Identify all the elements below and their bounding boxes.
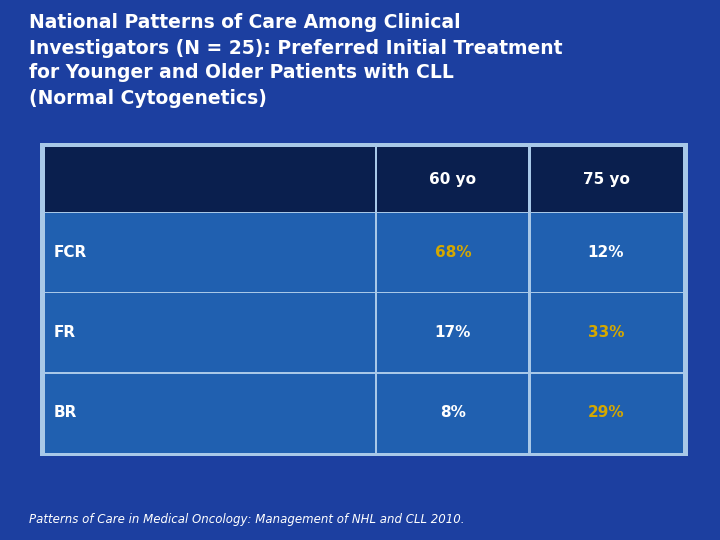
Text: 75 yo: 75 yo <box>582 172 629 187</box>
Text: National Patterns of Care Among Clinical
Investigators (N = 25): Preferred Initi: National Patterns of Care Among Clinical… <box>29 14 562 107</box>
Text: 12%: 12% <box>588 245 624 260</box>
Text: FR: FR <box>54 325 76 340</box>
Text: Patterns of Care in Medical Oncology: Management of NHL and CLL 2010.: Patterns of Care in Medical Oncology: Ma… <box>29 514 464 526</box>
Bar <box>528 147 531 453</box>
Text: 17%: 17% <box>435 325 471 340</box>
Text: BR: BR <box>54 405 77 420</box>
Text: FCR: FCR <box>54 245 87 260</box>
Text: 68%: 68% <box>435 245 471 260</box>
Bar <box>45 147 683 213</box>
Bar <box>40 143 688 456</box>
Bar <box>45 372 683 374</box>
Text: 60 yo: 60 yo <box>429 172 477 187</box>
Text: 29%: 29% <box>588 405 624 420</box>
Bar <box>45 373 683 453</box>
Bar <box>45 292 683 293</box>
Bar <box>45 293 683 373</box>
Bar <box>45 212 683 213</box>
Text: 33%: 33% <box>588 325 624 340</box>
Bar <box>375 147 377 453</box>
Text: 8%: 8% <box>440 405 466 420</box>
Bar <box>45 213 683 293</box>
